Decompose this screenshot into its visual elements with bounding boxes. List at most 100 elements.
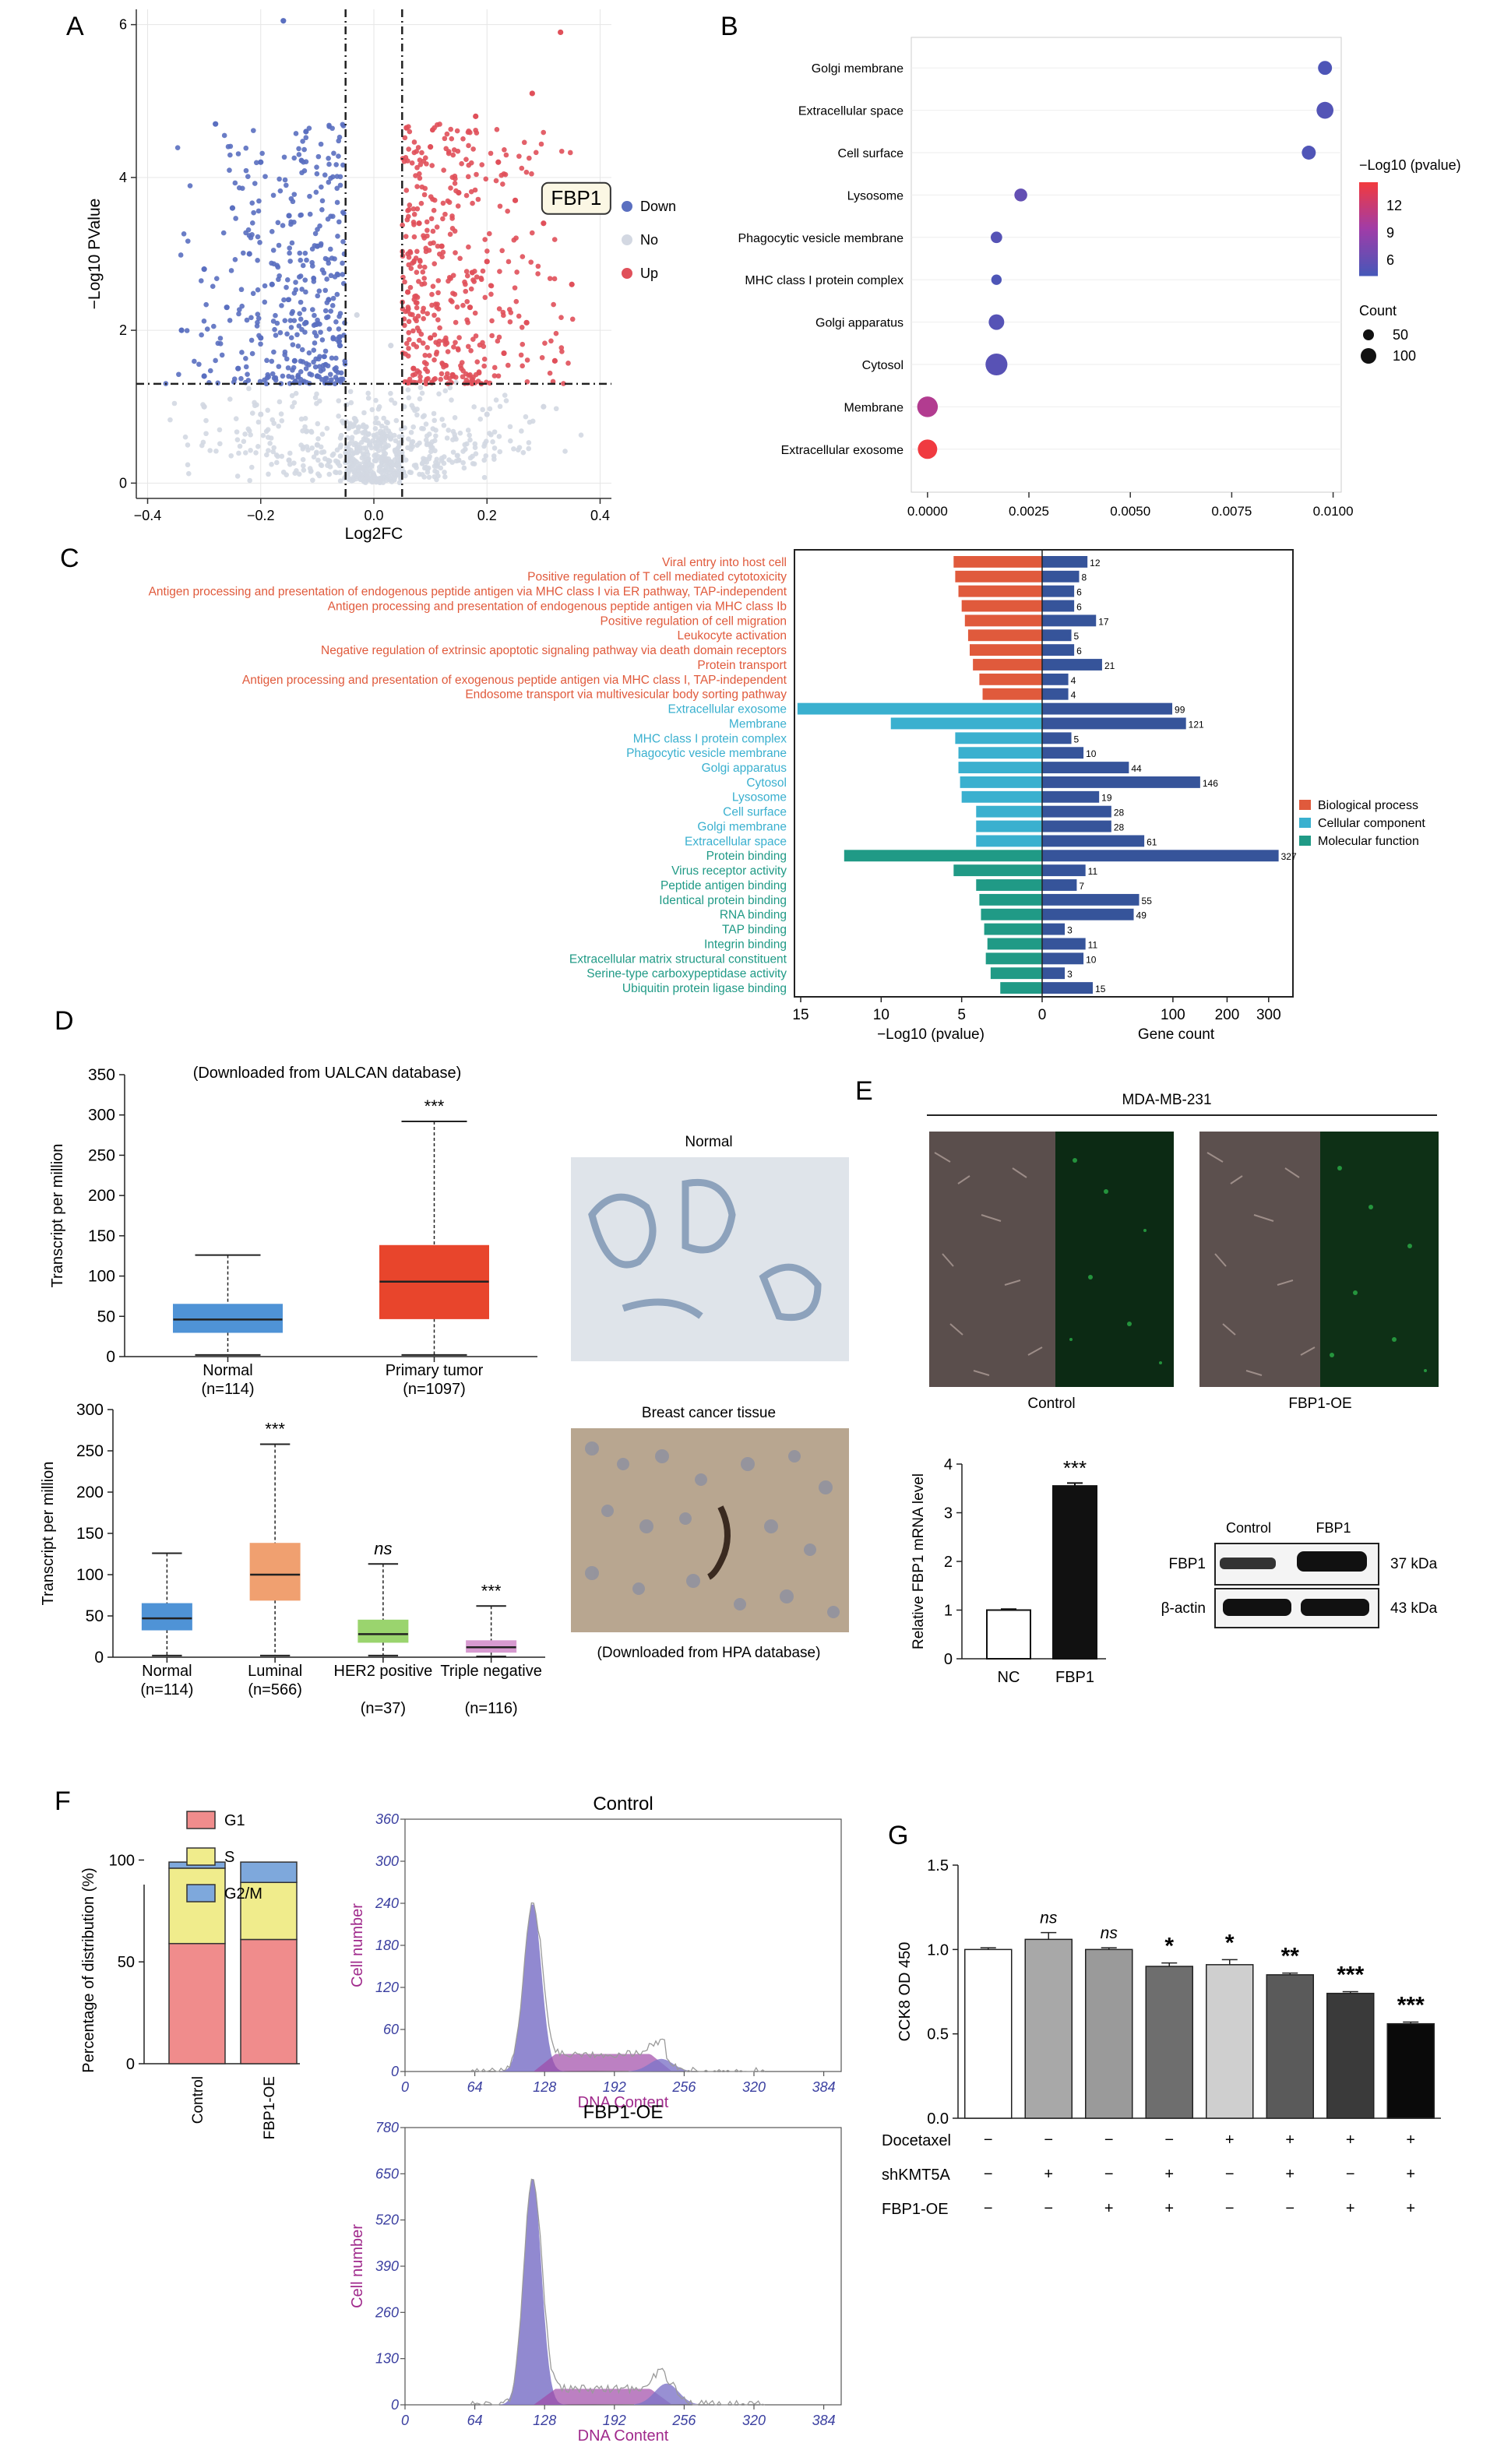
volcano-point-no xyxy=(391,471,396,477)
volcano-point-up xyxy=(421,276,427,281)
volcano-point-up xyxy=(432,261,438,267)
y-tick-label: 150 xyxy=(76,1525,104,1543)
y-tick-label: 240 xyxy=(375,1896,399,1911)
y-tick-label: 0 xyxy=(126,2056,135,2073)
volcano-point-no xyxy=(302,424,308,430)
volcano-point-up xyxy=(505,362,511,368)
volcano-point-down xyxy=(300,139,305,144)
colorbar-segment xyxy=(1359,252,1378,255)
volcano-point-down xyxy=(296,152,302,157)
volcano-point-no xyxy=(300,446,306,452)
volcano-point-down xyxy=(311,276,317,282)
volcano-point-up xyxy=(521,139,527,146)
volcano-point-up xyxy=(411,234,417,240)
x-tick-label: 64 xyxy=(467,2079,483,2095)
volcano-point-up xyxy=(407,312,414,317)
volcano-point-up xyxy=(421,264,428,270)
condition-sign: − xyxy=(1104,2166,1114,2183)
volcano-point-no xyxy=(483,453,489,459)
colorbar-segment xyxy=(1359,187,1378,190)
y-tick-label: 390 xyxy=(375,2258,399,2274)
n-label: (n=37) xyxy=(361,1700,406,1717)
volcano-point-down xyxy=(258,335,264,341)
colorbar-title: −Log10 (pvalue) xyxy=(1359,157,1461,173)
volcano-point-up xyxy=(503,152,509,158)
category-label: Cytosol xyxy=(862,359,904,372)
x-tick-label: 0.0 xyxy=(364,508,383,523)
blot-size-fbp1: 37 kDa xyxy=(1390,1556,1438,1572)
volcano-point-down xyxy=(176,371,181,378)
volcano-point-down xyxy=(291,155,298,161)
volcano-point-up xyxy=(469,269,475,276)
category-label: Normal xyxy=(203,1362,252,1379)
significance-mark: ns xyxy=(1040,1910,1058,1927)
volcano-point-no xyxy=(457,430,463,436)
condition-sign: + xyxy=(1346,2200,1355,2217)
volcano-point-no xyxy=(354,312,360,319)
gene-count-label: 7 xyxy=(1079,881,1084,892)
volcano-point-no xyxy=(291,460,297,466)
gene-count-bar xyxy=(1042,967,1066,980)
size-legend-label: 50 xyxy=(1393,327,1408,343)
panel-label-b: B xyxy=(720,12,738,41)
volcano-point-down xyxy=(221,132,227,139)
volcano-point-up xyxy=(449,299,455,304)
volcano-point-no xyxy=(315,436,321,442)
right-axis-title: Gene count xyxy=(1138,1026,1215,1043)
volcano-point-down xyxy=(227,152,233,158)
volcano-point-up xyxy=(405,251,410,257)
volcano-point-no xyxy=(337,470,343,476)
volcano-point-no xyxy=(442,474,448,480)
go-dot xyxy=(1302,146,1316,160)
volcano-point-up xyxy=(429,163,435,168)
volcano-point-no xyxy=(234,473,241,479)
volcano-point-down xyxy=(213,276,220,282)
legend-label: S xyxy=(224,1849,234,1866)
volcano-point-no xyxy=(376,404,382,410)
volcano-point-down xyxy=(311,347,317,354)
category-label: Luminal xyxy=(248,1663,302,1680)
volcano-point-up xyxy=(468,347,474,354)
volcano-point-down xyxy=(238,375,244,382)
volcano-point-no xyxy=(347,422,353,428)
volcano-point-down xyxy=(327,246,333,252)
gene-count-label: 28 xyxy=(1114,822,1125,832)
volcano-point-down xyxy=(322,361,329,368)
volcano-point-no xyxy=(315,457,321,463)
pvalue-bar xyxy=(953,864,1042,877)
volcano-point-up xyxy=(476,369,482,375)
y-tick-label: 300 xyxy=(88,1107,115,1125)
volcano-point-down xyxy=(227,318,233,323)
volcano-point-down xyxy=(334,185,340,192)
volcano-point-up xyxy=(417,378,423,384)
volcano-point-no xyxy=(326,459,332,465)
term-label: MHC class I protein complex xyxy=(633,732,787,745)
condition-label: Docetaxel xyxy=(882,2132,951,2149)
volcano-point-no xyxy=(491,456,497,462)
volcano-point-up xyxy=(447,231,453,238)
box xyxy=(173,1304,283,1333)
volcano-point-up xyxy=(407,284,414,290)
volcano-point-up xyxy=(408,266,414,272)
condition-sign: − xyxy=(1164,2131,1174,2149)
volcano-point-up xyxy=(474,359,481,364)
legend-swatch xyxy=(1299,836,1311,846)
volcano-point-up xyxy=(415,313,421,319)
volcano-point-no xyxy=(456,457,462,463)
volcano-point-no xyxy=(351,423,357,428)
gene-count-bar xyxy=(1042,805,1111,818)
gene-count-bar xyxy=(1042,879,1077,891)
volcano-point-down xyxy=(341,210,347,216)
volcano-point-up xyxy=(539,354,545,361)
volcano-point-down xyxy=(312,340,318,346)
volcano-point-no xyxy=(496,434,502,439)
volcano-point-up xyxy=(442,211,448,217)
volcano-point-down xyxy=(255,208,262,214)
y-axis-title: −Log10 PValue xyxy=(86,199,104,310)
volcano-point-no xyxy=(381,415,386,421)
volcano-point-down xyxy=(251,209,256,216)
volcano-point-down xyxy=(316,288,322,294)
volcano-point-no xyxy=(373,397,379,403)
volcano-point-up xyxy=(567,150,573,156)
colorbar-tick: 9 xyxy=(1386,225,1394,241)
